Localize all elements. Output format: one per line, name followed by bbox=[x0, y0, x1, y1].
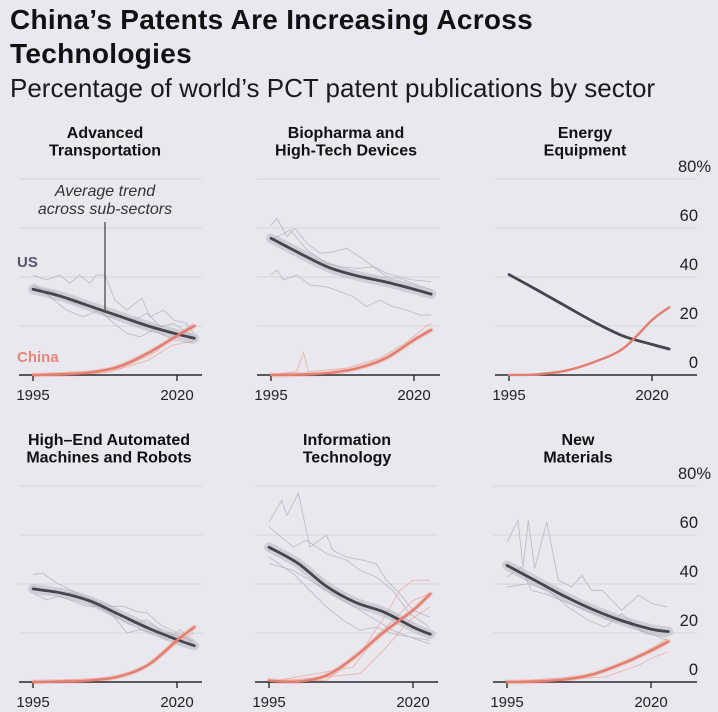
us-subsector-line bbox=[270, 229, 432, 291]
china-subsector-line bbox=[32, 632, 194, 683]
panel-title: Energy bbox=[558, 125, 612, 142]
us-series-label: US bbox=[17, 254, 38, 271]
x-tick-label: 1995 bbox=[16, 694, 49, 711]
x-tick-label: 2020 bbox=[397, 387, 430, 404]
x-tick-label: 2020 bbox=[635, 387, 668, 404]
panel-title: Transportation bbox=[49, 143, 161, 160]
x-tick-label: 2020 bbox=[634, 694, 667, 711]
us-subsector-line bbox=[32, 283, 194, 344]
us-average-line bbox=[507, 273, 671, 351]
y-tick-label: 60 bbox=[680, 514, 698, 532]
china-average-line bbox=[507, 306, 671, 377]
us-subsector-line bbox=[268, 491, 430, 618]
annotation-text: Average trend bbox=[54, 183, 156, 200]
panel-title: High–End Automated bbox=[28, 432, 190, 449]
china-subsector-line bbox=[270, 323, 432, 376]
y-tick-label: 40 bbox=[680, 563, 698, 581]
x-tick-label: 1995 bbox=[254, 387, 287, 404]
us-subsector-line bbox=[270, 217, 432, 283]
china-average-line bbox=[31, 324, 196, 377]
us-subsector-line bbox=[270, 269, 432, 316]
panel-title: Information bbox=[303, 432, 391, 449]
panel-title: High-Tech Devices bbox=[275, 143, 417, 160]
us-average-line bbox=[267, 545, 432, 636]
china-average-line bbox=[269, 328, 433, 377]
x-tick-label: 1995 bbox=[492, 387, 525, 404]
us-subsector-line bbox=[268, 556, 430, 645]
us-average-line bbox=[269, 236, 433, 296]
x-tick-label: 1995 bbox=[252, 694, 285, 711]
us-subsector-line bbox=[32, 572, 194, 641]
us-subsector-line bbox=[268, 526, 430, 628]
y-tick-label: 80% bbox=[678, 465, 711, 483]
panel-title: Biopharma and bbox=[288, 125, 404, 142]
x-tick-label: 2020 bbox=[396, 694, 429, 711]
us-subsector-line bbox=[506, 518, 668, 611]
us-confidence-band bbox=[266, 233, 437, 300]
china-confidence-band bbox=[268, 327, 434, 378]
us-average-line bbox=[31, 287, 196, 340]
panel-title: Equipment bbox=[544, 143, 627, 160]
china-subsector-line bbox=[268, 593, 430, 683]
x-tick-label: 2020 bbox=[160, 694, 193, 711]
us-subsector-line bbox=[32, 592, 195, 647]
china-average-line bbox=[505, 640, 670, 684]
us-subsector-line bbox=[268, 563, 430, 641]
panel-title: Advanced bbox=[67, 125, 143, 142]
panel-title: Materials bbox=[543, 450, 612, 467]
panel-title: Machines and Robots bbox=[26, 450, 191, 467]
annotation-text: across sub-sectors bbox=[38, 201, 172, 218]
china-average-line bbox=[267, 592, 432, 683]
china-subsector-line bbox=[268, 606, 430, 683]
chart-subtitle: Percentage of world’s PCT patent publica… bbox=[10, 73, 656, 103]
y-tick-label: 40 bbox=[680, 256, 698, 274]
china-subsector-line bbox=[32, 323, 194, 376]
china-series-label: China bbox=[17, 349, 59, 366]
us-subsector-line bbox=[506, 566, 668, 638]
y-tick-label: 80% bbox=[678, 158, 711, 176]
chart-title: China’s Patents Are Increasing Across Te… bbox=[10, 4, 534, 69]
y-tick-label: 20 bbox=[680, 612, 698, 630]
x-tick-label: 1995 bbox=[16, 387, 49, 404]
y-tick-label: 0 bbox=[689, 661, 698, 679]
y-tick-label: 20 bbox=[680, 305, 698, 323]
panel-title: Technology bbox=[303, 450, 392, 467]
us-subsector-line bbox=[32, 274, 195, 334]
x-tick-label: 2020 bbox=[160, 387, 193, 404]
us-average-line bbox=[505, 563, 670, 633]
china-average-line bbox=[31, 625, 196, 684]
y-tick-label: 60 bbox=[680, 207, 698, 225]
y-tick-label: 0 bbox=[689, 354, 698, 372]
x-tick-label: 1995 bbox=[490, 694, 523, 711]
panel-title: New bbox=[562, 432, 595, 449]
